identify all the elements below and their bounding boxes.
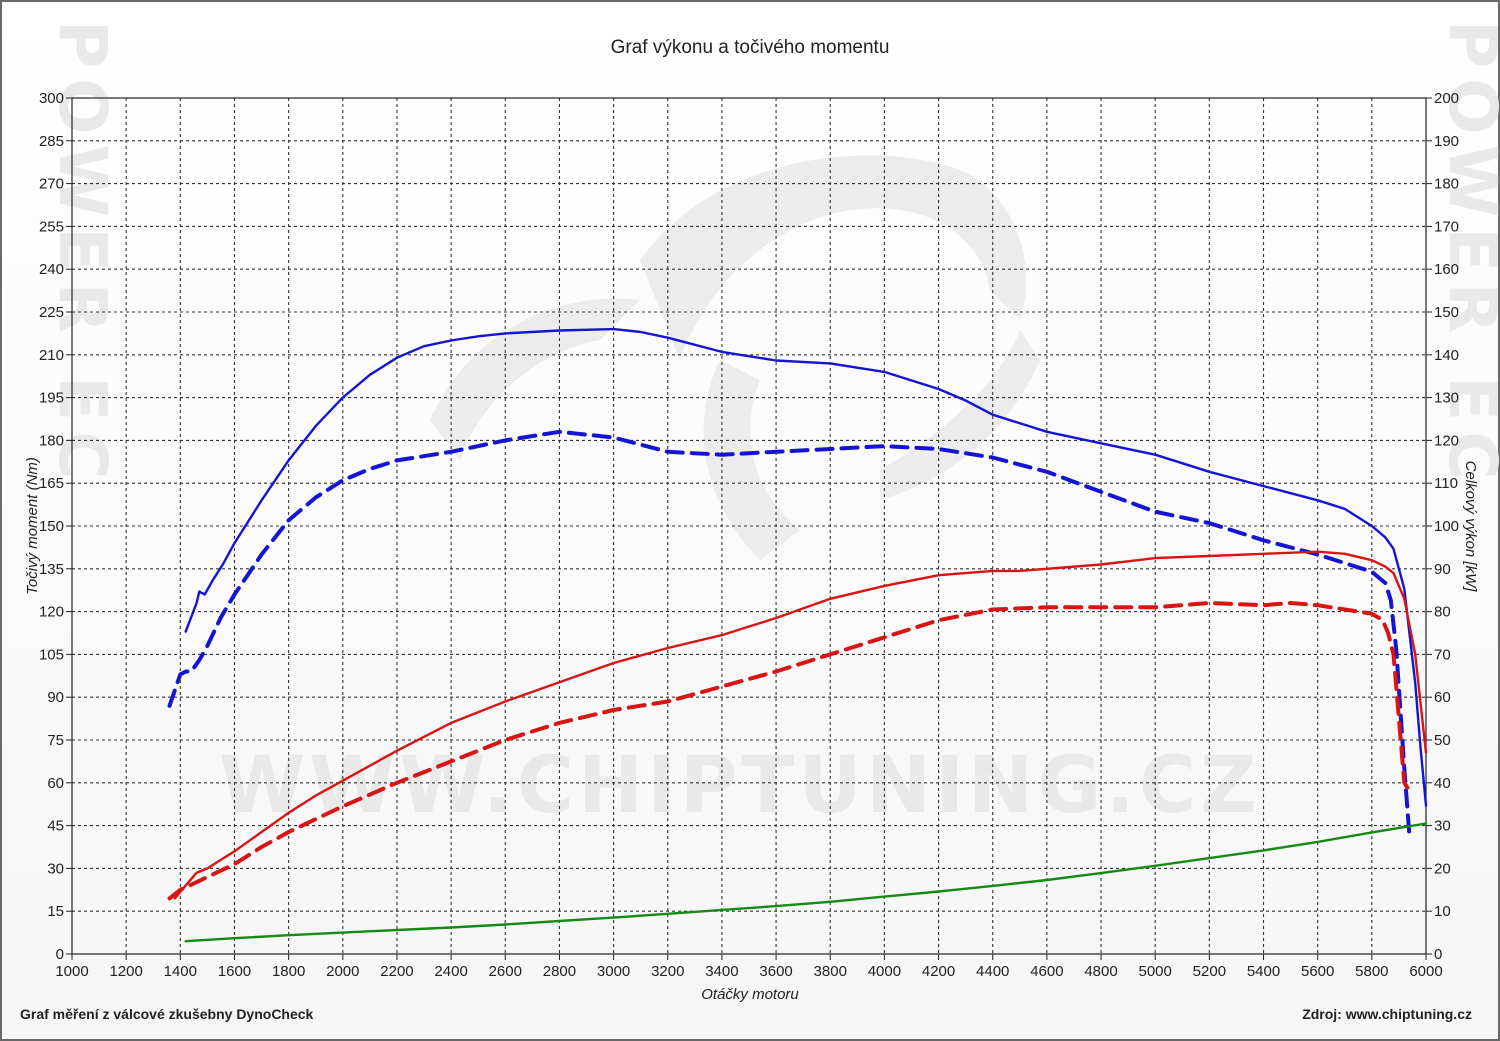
torque-stock-line <box>167 429 1412 842</box>
watermark-side-right: POWER EC <box>1434 20 1500 490</box>
left-tick-label: 15 <box>47 903 64 920</box>
drag-loss-line <box>184 822 1428 943</box>
watermark-logo <box>430 155 1040 560</box>
footer-source-note: Graf měření z válcové zkušebny DynoCheck <box>20 1006 314 1022</box>
left-axis-label: Točivý moment (Nm) <box>24 457 41 595</box>
grid <box>72 98 1426 954</box>
x-tick-label: 4000 <box>868 963 901 980</box>
left-tick-label: 180 <box>39 432 64 449</box>
left-tick-label: 240 <box>39 261 64 278</box>
left-tick-label: 255 <box>39 218 64 235</box>
right-tick-label: 110 <box>1434 475 1458 492</box>
x-tick-label: 3600 <box>759 963 792 980</box>
x-tick-label: 5600 <box>1301 963 1334 980</box>
right-tick-label: 90 <box>1434 561 1451 578</box>
x-tick-label: 5400 <box>1247 963 1280 980</box>
left-tick-label: 60 <box>47 775 64 792</box>
right-tick-label: 180 <box>1434 176 1459 193</box>
right-tick-label: 130 <box>1434 390 1459 407</box>
x-tick-label: 2400 <box>434 963 467 980</box>
right-tick-label: 10 <box>1434 903 1451 920</box>
right-tick-label: 20 <box>1434 860 1451 877</box>
x-tick-label: 4400 <box>976 963 1009 980</box>
chart-title: Graf výkonu a točivého momentu <box>611 37 890 58</box>
left-tick-label: 0 <box>56 946 64 963</box>
x-tick-label: 1800 <box>272 963 305 980</box>
left-tick-label: 105 <box>39 646 64 663</box>
right-tick-label: 200 <box>1434 90 1459 107</box>
x-tick-label: 4800 <box>1084 963 1117 980</box>
x-tick-label: 5200 <box>1193 963 1226 980</box>
right-tick-label: 60 <box>1434 689 1451 706</box>
right-tick-label: 80 <box>1434 604 1451 621</box>
left-tick-label: 150 <box>39 518 64 535</box>
left-tick-label: 90 <box>47 689 64 706</box>
right-tick-label: 140 <box>1434 347 1459 364</box>
x-tick-label: 3000 <box>597 963 630 980</box>
x-tick-label: 4600 <box>1030 963 1063 980</box>
left-tick-label: 30 <box>47 860 64 877</box>
x-tick-label: 1000 <box>55 963 88 980</box>
x-axis-ticks: 1000 1200 1400 1600 1800 2000 2200 2400 2600 2800… <box>55 954 1443 980</box>
watermark-layer: WWW.CHIPTUNING.CZ POWER EC POWER EC <box>44 20 1500 831</box>
x-tick-label: 1400 <box>164 963 197 980</box>
right-tick-label: 190 <box>1434 133 1459 150</box>
right-tick-label: 150 <box>1434 304 1459 321</box>
right-tick-label: 120 <box>1434 432 1459 449</box>
right-tick-label: 30 <box>1434 818 1451 835</box>
left-tick-label: 135 <box>39 561 64 578</box>
footer-source-link: Zdroj: www.chiptuning.cz <box>1302 1006 1472 1022</box>
x-tick-label: 2600 <box>489 963 522 980</box>
x-tick-label: 1600 <box>218 963 251 980</box>
left-axis-ticks: 0 15 30 45 60 75 90 105 120 135 150 165 180 195 210 225… <box>39 90 72 963</box>
right-tick-label: 100 <box>1434 518 1459 535</box>
left-tick-label: 165 <box>39 475 64 492</box>
watermark-url: WWW.CHIPTUNING.CZ <box>219 741 1261 831</box>
left-tick-label: 225 <box>39 304 64 321</box>
right-axis-ticks: 0 10 20 30 40 50 60 70 80 90 100 110 120 130 140 150 160… <box>1426 90 1459 963</box>
right-tick-label: 40 <box>1434 775 1451 792</box>
left-tick-label: 285 <box>39 133 64 150</box>
x-tick-label: 2200 <box>380 963 413 980</box>
x-tick-label: 3800 <box>814 963 847 980</box>
power-stock-line <box>167 601 1412 901</box>
series-layer <box>167 327 1428 943</box>
right-tick-label: 160 <box>1434 261 1459 278</box>
x-tick-label: 5800 <box>1355 963 1388 980</box>
right-tick-label: 0 <box>1434 946 1442 963</box>
x-tick-label: 4200 <box>922 963 955 980</box>
x-tick-label: 2800 <box>543 963 576 980</box>
x-tick-label: 3400 <box>705 963 738 980</box>
right-tick-label: 70 <box>1434 646 1451 663</box>
right-axis-label: Celkový výkon [kW] <box>1462 461 1479 593</box>
x-tick-label: 2000 <box>326 963 359 980</box>
x-tick-label: 1200 <box>109 963 142 980</box>
left-tick-label: 75 <box>47 732 64 749</box>
x-axis-label: Otáčky motoru <box>701 986 799 1003</box>
left-tick-label: 210 <box>39 347 64 364</box>
x-tick-label: 6000 <box>1409 963 1442 980</box>
power-tuned-line <box>173 550 1428 900</box>
left-tick-label: 300 <box>39 90 64 107</box>
right-tick-label: 50 <box>1434 732 1451 749</box>
x-tick-label: 3200 <box>651 963 684 980</box>
left-tick-label: 45 <box>47 818 64 835</box>
torque-tuned-line <box>184 327 1428 807</box>
left-tick-label: 195 <box>39 390 64 407</box>
x-tick-label: 5000 <box>1139 963 1172 980</box>
left-tick-label: 270 <box>39 176 64 193</box>
right-tick-label: 170 <box>1434 218 1459 235</box>
left-tick-label: 120 <box>39 604 64 621</box>
